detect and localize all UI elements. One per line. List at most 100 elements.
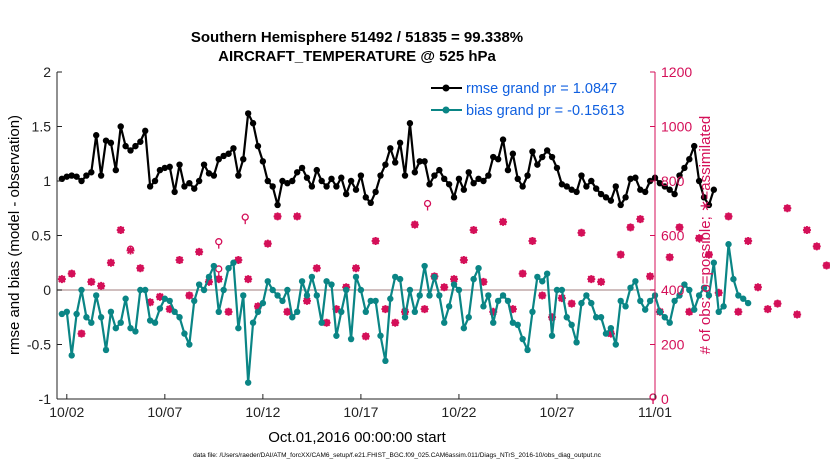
bias-point [602,330,610,337]
bias-point [161,295,169,302]
obs-assimilated-marker [675,223,684,232]
obs-assimilated-marker [312,264,321,273]
rmse-point [274,201,281,209]
obs-assimilated-marker [714,288,723,297]
obs-assimilated-marker [822,261,830,270]
rmse-point [509,150,517,157]
rmse-point [445,181,453,188]
bias-point [470,275,477,283]
bias-point [313,292,320,299]
obs-assimilated-marker [734,307,743,316]
bias-point [592,314,600,321]
chart-subtitle: AIRCRAFT_TEMPERATURE @ 525 hPa [218,48,496,65]
obs-assimilated-marker [204,277,213,286]
obs-assimilated-marker [802,226,811,235]
obs-assimilated-marker [695,234,704,243]
bias-point [392,273,399,281]
bias-point [83,314,90,321]
rmse-point [401,172,409,179]
rmse-point [97,172,105,179]
rmse-point [313,166,320,174]
obs-assimilated-marker [224,307,233,316]
bias-point [431,273,438,281]
axes [56,71,656,400]
obs-assimilated-marker [646,272,655,281]
rmse-point [78,177,85,185]
rmse-series [58,110,718,209]
rmse-point [573,188,580,196]
obs-assimilated-marker [420,305,429,314]
rmse-point [230,145,237,152]
rmse-point [470,179,477,187]
bias-point [612,341,619,348]
rmse-point [68,172,75,179]
rmse-point [588,177,595,185]
rmse-point [367,199,374,206]
rmse-point [641,188,649,196]
obs-assimilated-marker [410,220,419,229]
rmse-point [342,190,350,198]
bias-point [563,314,570,321]
obs-assimilated-marker [106,258,115,267]
rmse-point [362,194,370,201]
rmse-point [127,147,134,154]
obs-assimilated-marker [499,217,508,226]
bias-point [318,319,325,326]
bias-point [465,314,472,321]
obs-assimilated-marker [244,275,253,284]
bias-point [588,299,595,307]
rmse-point [83,172,90,179]
bias-point [210,262,218,270]
obs-assimilated-marker [636,215,645,224]
rmse-point [146,183,154,190]
rmse-point [617,201,624,209]
obs-assimilated-marker [450,275,459,284]
bias-point [338,308,345,315]
bias-point [387,295,394,302]
bias-point [362,308,370,315]
bias-point [455,286,463,294]
obs-assimilated-marker [332,305,341,314]
bias-point [146,317,154,324]
rmse-point [514,175,521,183]
plot-background [57,72,655,399]
bias-point [494,297,502,305]
obs-assimilated-marker [606,329,615,338]
bias-point [93,292,100,299]
rmse-point [524,172,531,179]
rmse-point [695,177,703,185]
bias-point [485,292,492,299]
rmse-point [485,172,492,179]
rmse-point [416,158,423,165]
rmse-point [338,174,345,181]
bias-point [156,305,164,312]
obs-assimilated-marker [77,329,86,338]
y-left-tick-label: -1 [39,391,52,407]
y-right-tick-label: 800 [661,173,685,189]
rmse-point [328,175,335,183]
bias-point [597,314,605,321]
obs-assimilated-marker [136,264,145,273]
rmse-point [284,179,291,187]
rmse-point [289,177,296,185]
rmse-point [240,156,247,163]
rmse-point [205,170,213,177]
bias-point [617,297,624,305]
obs-assimilated-marker [459,256,468,265]
obs-assimilated-marker [812,242,821,251]
bias-point [151,319,159,326]
rmse-point [499,136,507,143]
bias-point [142,286,149,294]
obs-assimilated-marker [518,269,527,278]
rmse-point [112,166,120,174]
bias-point [715,308,722,315]
bias-point [548,332,556,339]
bias-point [215,308,222,315]
bias-point [705,292,713,299]
rmse-point [244,110,252,117]
bias-point [357,286,365,294]
obs-assimilated-marker [508,305,517,314]
rmse-point [318,177,325,185]
y-left-tick-label: 0.5 [32,228,52,244]
rmse-point [705,201,713,209]
